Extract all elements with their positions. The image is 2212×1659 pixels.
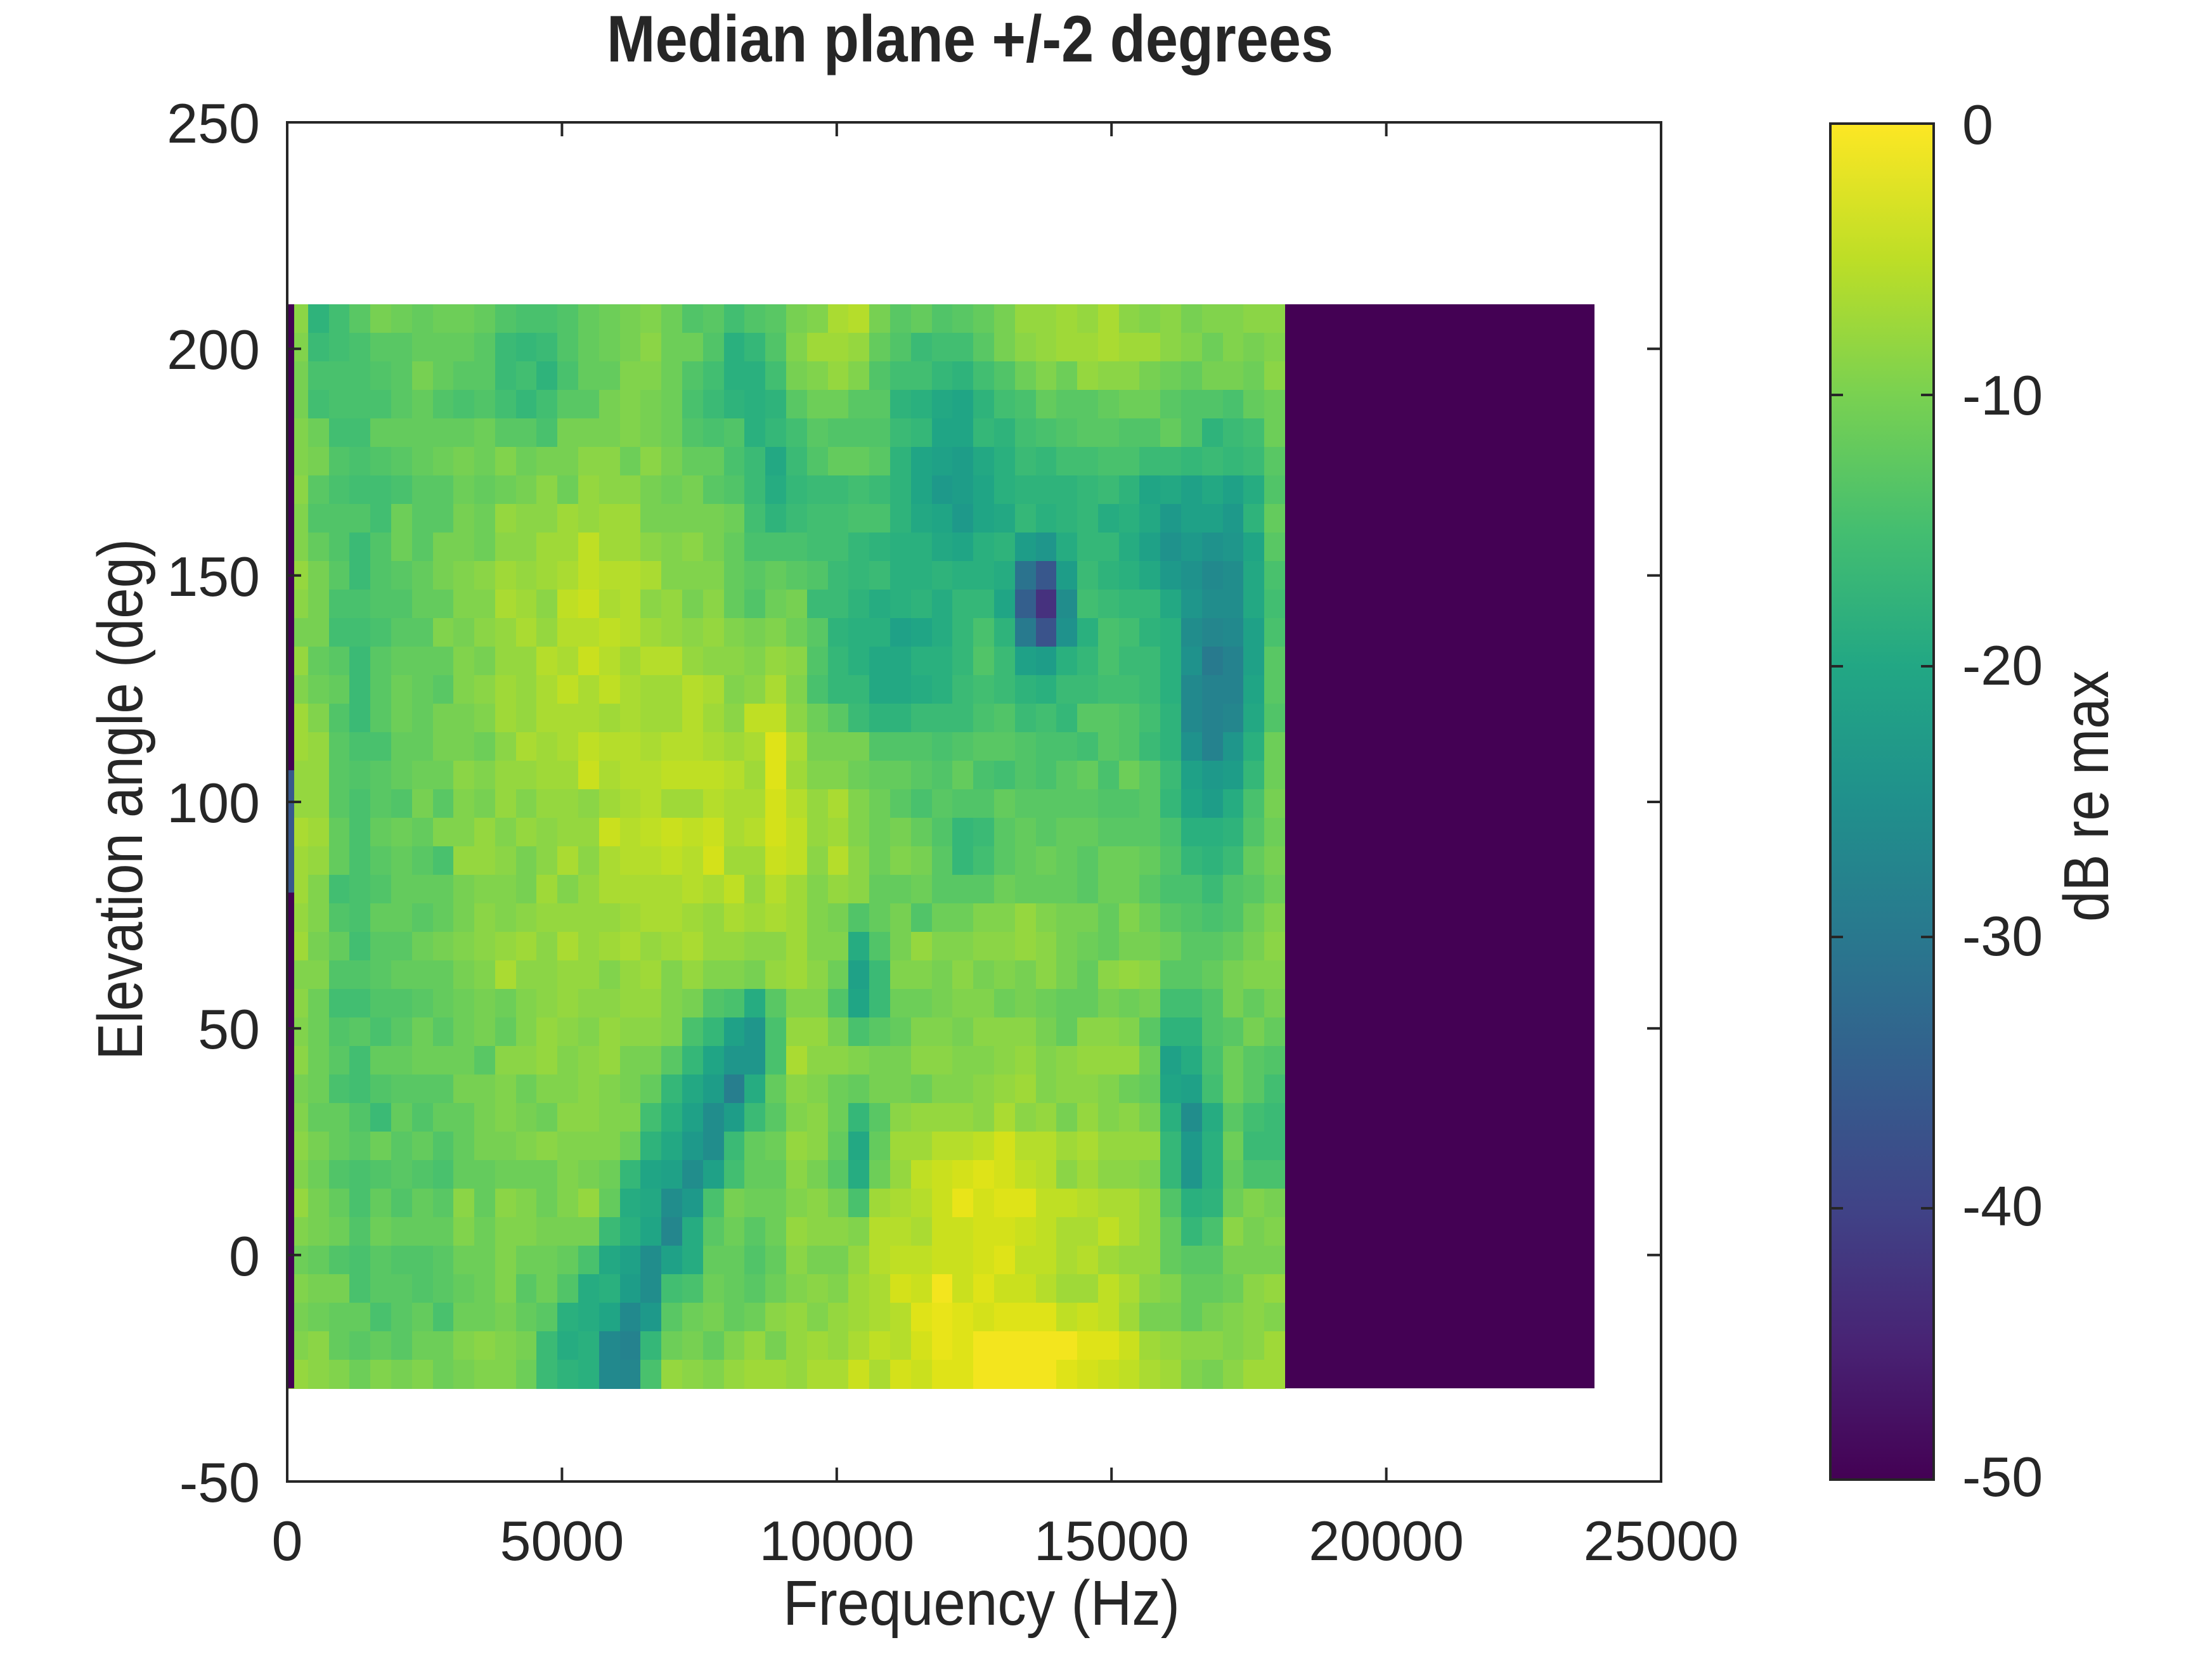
svg-text:25000: 25000 xyxy=(1584,1509,1739,1572)
svg-text:-40: -40 xyxy=(1962,1175,2043,1237)
svg-text:15000: 15000 xyxy=(1034,1509,1189,1572)
svg-text:Elevation angle (deg): Elevation angle (deg) xyxy=(85,539,156,1060)
svg-text:Median plane +/-2 degrees: Median plane +/-2 degrees xyxy=(607,3,1333,76)
svg-text:Frequency (Hz): Frequency (Hz) xyxy=(783,1568,1180,1639)
svg-text:0: 0 xyxy=(272,1509,303,1572)
svg-text:-20: -20 xyxy=(1962,634,2043,697)
svg-text:0: 0 xyxy=(1962,93,1993,156)
svg-text:100: 100 xyxy=(167,771,260,834)
svg-text:20000: 20000 xyxy=(1309,1509,1464,1572)
svg-text:0: 0 xyxy=(229,1225,260,1288)
svg-text:150: 150 xyxy=(167,545,260,608)
svg-text:250: 250 xyxy=(167,92,260,155)
svg-text:10000: 10000 xyxy=(759,1509,914,1572)
svg-text:50: 50 xyxy=(198,998,260,1061)
svg-text:dB re max: dB re max xyxy=(2051,671,2122,922)
svg-text:5000: 5000 xyxy=(500,1509,624,1572)
svg-text:-10: -10 xyxy=(1962,364,2043,427)
svg-text:-30: -30 xyxy=(1962,905,2043,967)
svg-text:-50: -50 xyxy=(179,1451,260,1514)
svg-text:-50: -50 xyxy=(1962,1445,2043,1508)
svg-text:200: 200 xyxy=(167,318,260,381)
